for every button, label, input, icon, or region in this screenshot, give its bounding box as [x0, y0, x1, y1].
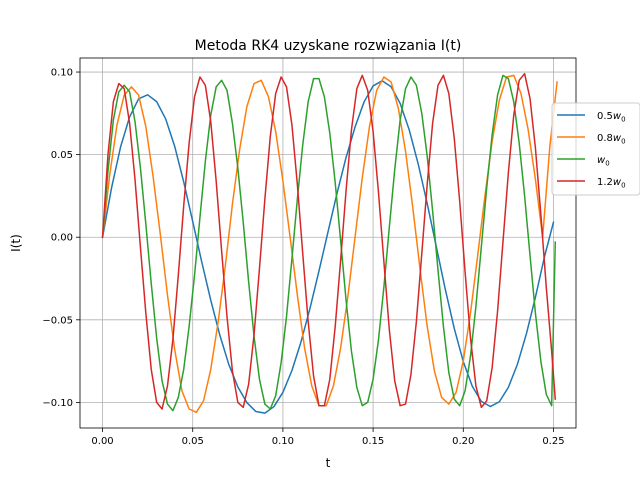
x-tick-label: 0.05	[182, 436, 204, 447]
series-line-3	[101, 74, 557, 412]
x-tick-label: 0.20	[452, 436, 474, 447]
x-tick-label: 0.10	[272, 436, 294, 447]
x-axis-ticks: 0.00 0.05 0.10 0.15 0.20 0.25	[91, 428, 565, 447]
legend-label: 0.5w0	[597, 111, 626, 124]
y-tick-label: −0.10	[42, 398, 73, 409]
x-tick-label: 0.15	[362, 436, 384, 447]
y-axis-title: I(t)	[9, 234, 23, 252]
legend-label: w0	[597, 155, 610, 168]
y-tick-label: −0.05	[42, 315, 73, 326]
y-tick-label: 0.00	[51, 233, 73, 244]
series-line-4	[101, 72, 557, 410]
series-lines	[101, 72, 558, 414]
legend-box	[551, 102, 640, 196]
y-tick-label: 0.05	[51, 150, 73, 161]
y-axis-ticks: −0.10 −0.05 0.00 0.05 0.10	[42, 68, 80, 409]
legend-label: 0.8w0	[597, 133, 626, 146]
plot-frame	[79, 57, 577, 429]
y-tick-label: 0.10	[51, 68, 73, 79]
legend: 0.5w0 0.8w0 w0 1.2w0	[551, 102, 640, 196]
x-tick-label: 0.00	[91, 436, 113, 447]
x-axis-title: t	[326, 456, 331, 470]
x-tick-label: 0.25	[542, 436, 564, 447]
series-line-2	[101, 74, 558, 414]
chart-title: Metoda RK4 uzyskane rozwiązania I(t)	[195, 38, 462, 54]
legend-label: 1.2w0	[597, 177, 626, 190]
grid-lines	[80, 58, 576, 428]
